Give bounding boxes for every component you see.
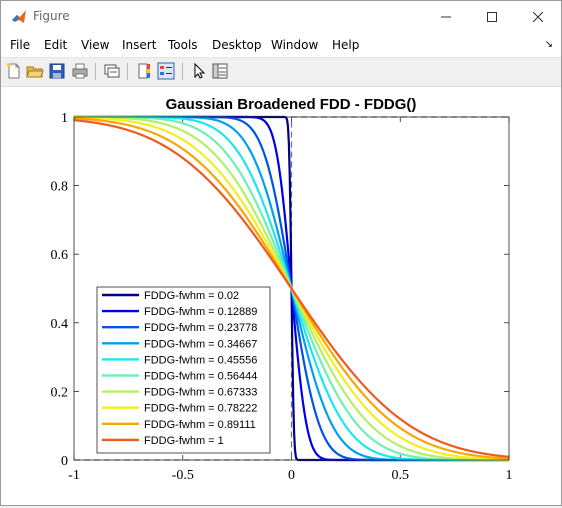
y-tick-label: 0.4: [51, 317, 69, 332]
y-tick-label: 0: [61, 454, 68, 469]
legend[interactable]: FDDG-fwhm = 0.02 FDDG-fwhm = 0.12889 FDDG-…: [96, 286, 271, 454]
figure-canvas: Gaussian Broadened FDD - FDDG() -1 -0.5 0 0…: [1, 87, 561, 505]
menu-tools[interactable]: Tools: [168, 38, 198, 52]
legend-label: FDDG-fwhm = 0.23778: [144, 322, 257, 334]
menu-edit[interactable]: Edit: [44, 38, 68, 52]
line-chart[interactable]: Gaussian Broadened FDD - FDDG() -1 -0.5 0 0…: [1, 87, 561, 505]
x-tick-label: -0.5: [172, 468, 194, 483]
legend-label: FDDG-fwhm = 0.34667: [144, 338, 257, 350]
legend-box: [96, 286, 271, 454]
minimize-button[interactable]: [423, 1, 469, 33]
toolbar-separator: [95, 63, 96, 80]
menu-bar: File Edit View Insert Tools Desktop Wind…: [1, 33, 561, 57]
new-figure-icon[interactable]: [5, 62, 23, 80]
maximize-button[interactable]: [469, 1, 515, 33]
save-icon[interactable]: [48, 62, 66, 80]
legend-label: FDDG-fwhm = 0.89111: [144, 419, 256, 431]
x-tick-label: 1: [506, 468, 513, 483]
open-file-icon[interactable]: [26, 62, 44, 80]
window-title: Figure: [33, 9, 70, 23]
chart-title: Gaussian Broadened FDD - FDDG(): [166, 96, 417, 113]
figure-toolbar: [1, 57, 561, 87]
minimize-icon: [441, 16, 451, 18]
y-tick-label: 0.6: [51, 248, 69, 263]
y-tick-label: 0.8: [51, 180, 69, 195]
menu-view[interactable]: View: [81, 38, 110, 52]
maximize-icon: [487, 12, 497, 22]
menu-desktop[interactable]: Desktop: [212, 38, 262, 52]
close-icon: [533, 12, 543, 22]
legend-label: FDDG-fwhm = 1: [144, 435, 224, 447]
legend-label: FDDG-fwhm = 0.67333: [144, 387, 257, 399]
legend-label: FDDG-fwhm = 0.56444: [144, 371, 257, 383]
x-tick-label: 0: [288, 468, 295, 483]
print-icon[interactable]: [71, 62, 89, 80]
title-bar: Figure: [1, 1, 561, 33]
menu-window[interactable]: Window: [271, 38, 319, 52]
dock-figure-icon[interactable]: ↘: [544, 39, 553, 50]
y-tick-label: 1: [61, 111, 68, 126]
series-line[interactable]: [73, 119, 510, 458]
link-plot-icon[interactable]: [103, 62, 121, 80]
legend-label: FDDG-fwhm = 0.02: [144, 290, 239, 302]
property-inspector-icon[interactable]: [211, 62, 229, 80]
colorbar-icon[interactable]: [135, 62, 153, 80]
toolbar-separator: [127, 63, 128, 80]
menu-insert[interactable]: Insert: [122, 38, 157, 52]
legend-label: FDDG-fwhm = 0.45556: [144, 354, 257, 366]
legend-label: FDDG-fwhm = 0.12889: [144, 306, 257, 318]
menu-file[interactable]: File: [10, 38, 31, 52]
matlab-logo-icon: [12, 10, 26, 23]
menu-help[interactable]: Help: [332, 38, 360, 52]
x-tick-label: -1: [68, 468, 80, 483]
toolbar-separator: [182, 63, 183, 80]
axes-box: [73, 116, 510, 461]
x-tick-label: 0.5: [392, 468, 410, 483]
y-tick-label: 0.2: [51, 385, 69, 400]
pointer-arrow-icon[interactable]: [190, 62, 208, 80]
legend-icon[interactable]: [157, 62, 175, 80]
legend-label: FDDG-fwhm = 0.78222: [144, 403, 257, 415]
close-button[interactable]: [515, 1, 561, 33]
